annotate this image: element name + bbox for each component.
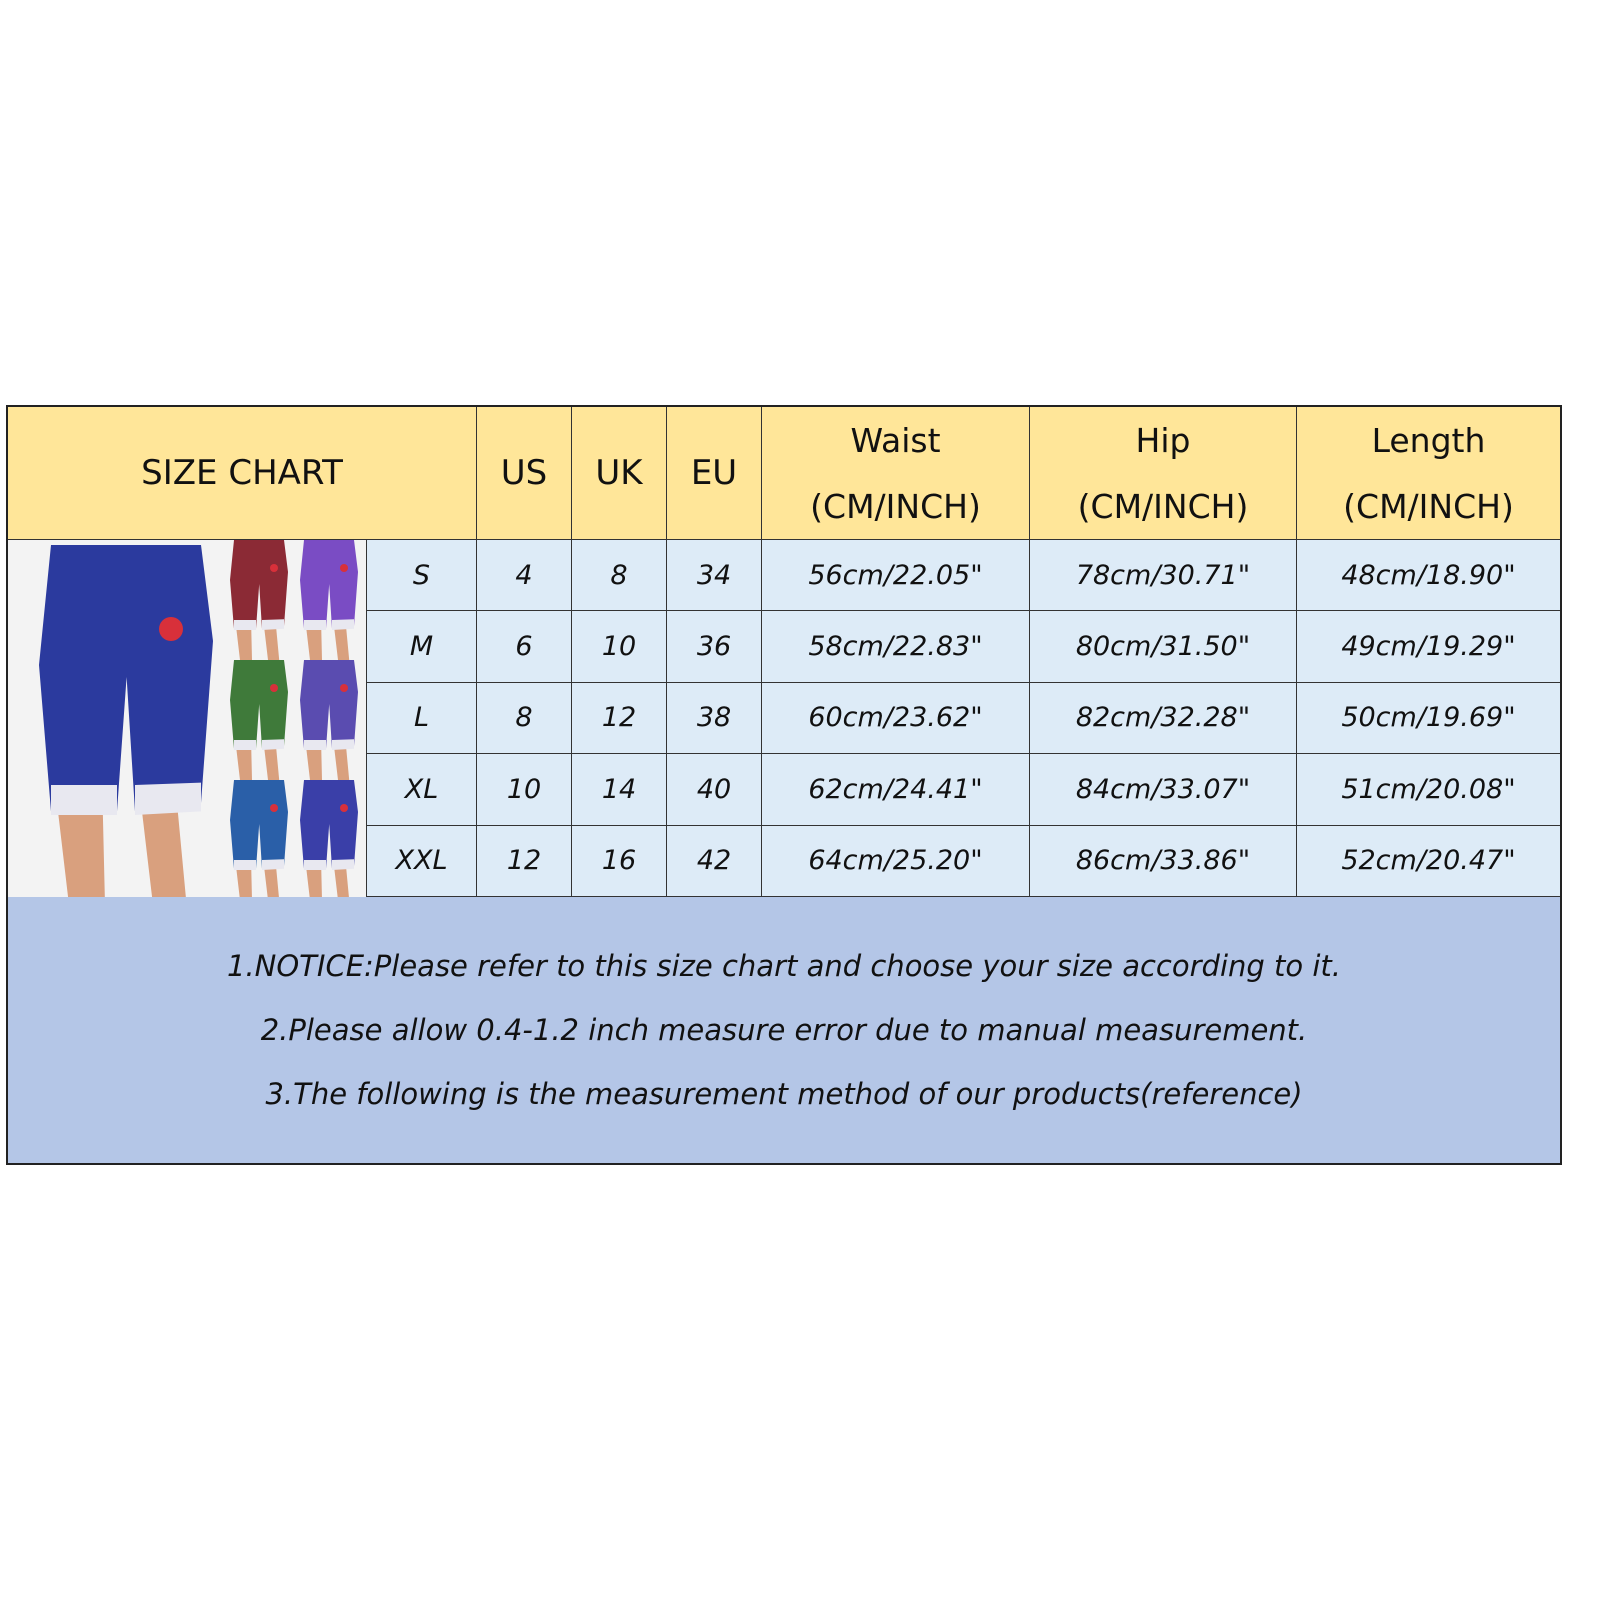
cell-length: 50cm/19.69" — [1297, 682, 1560, 755]
header-waist-unit: (CM/INCH) — [810, 486, 981, 526]
cell-eu: 34 — [667, 540, 762, 612]
cell-hip: 84cm/33.07" — [1030, 754, 1297, 826]
shorts-variant-green — [230, 660, 288, 780]
shorts-variant-navy — [300, 780, 358, 897]
header-us: US — [477, 407, 572, 540]
header-eu: EU — [667, 407, 762, 540]
cell-size: XL — [367, 754, 477, 826]
header-uk: UK — [572, 407, 667, 540]
cell-uk: 16 — [572, 825, 667, 897]
cell-eu: 42 — [667, 825, 762, 897]
cell-uk: 14 — [572, 754, 667, 826]
cell-waist: 62cm/24.41" — [762, 754, 1030, 826]
cell-waist: 60cm/23.62" — [762, 682, 1030, 755]
cell-hip: 78cm/30.71" — [1030, 540, 1297, 612]
cell-length: 51cm/20.08" — [1297, 754, 1560, 826]
cell-us: 10 — [477, 754, 572, 826]
cell-eu: 38 — [667, 682, 762, 755]
header-length-label: Length — [1371, 420, 1486, 460]
header-waist: Waist (CM/INCH) — [762, 407, 1030, 540]
cell-size: S — [367, 540, 477, 612]
cell-hip: 80cm/31.50" — [1030, 611, 1297, 683]
shorts-variant-red — [230, 540, 288, 660]
header-hip-label: Hip — [1135, 420, 1191, 460]
header-waist-label: Waist — [850, 420, 941, 460]
cell-length: 48cm/18.90" — [1297, 540, 1560, 612]
cell-length: 52cm/20.47" — [1297, 825, 1560, 897]
header-hip: Hip (CM/INCH) — [1030, 407, 1297, 540]
cell-waist: 56cm/22.05" — [762, 540, 1030, 612]
cell-hip: 82cm/32.28" — [1030, 682, 1297, 755]
shorts-variant-violet — [300, 660, 358, 780]
size-chart-table: SIZE CHART US UK EU Waist (CM/INCH) Hip … — [6, 405, 1562, 1165]
cell-eu: 36 — [667, 611, 762, 683]
header-hip-unit: (CM/INCH) — [1077, 486, 1249, 526]
cell-uk: 8 — [572, 540, 667, 612]
cell-length: 49cm/19.29" — [1297, 611, 1560, 683]
product-photo — [8, 540, 367, 897]
cell-waist: 58cm/22.83" — [762, 611, 1030, 683]
size-chart-title: SIZE CHART — [8, 407, 477, 540]
cell-eu: 40 — [667, 754, 762, 826]
cell-hip: 86cm/33.86" — [1030, 825, 1297, 897]
header-length-unit: (CM/INCH) — [1343, 486, 1514, 526]
notice-line-2: 2.Please allow 0.4-1.2 inch measure erro… — [260, 1013, 1308, 1047]
notice-line-1: 1.NOTICE:Please refer to this size chart… — [226, 949, 1341, 983]
shorts-variant-blue — [230, 780, 288, 897]
product-shorts-image — [39, 540, 358, 897]
shorts-main-blue — [39, 545, 213, 897]
cell-uk: 10 — [572, 611, 667, 683]
shorts-variant-purple — [300, 540, 358, 660]
cell-us: 12 — [477, 825, 572, 897]
cell-size: L — [367, 682, 477, 755]
cell-us: 8 — [477, 682, 572, 755]
notice-box: 1.NOTICE:Please refer to this size chart… — [8, 897, 1560, 1163]
cell-us: 6 — [477, 611, 572, 683]
notice-line-3: 3.The following is the measurement metho… — [265, 1077, 1303, 1111]
header-length: Length (CM/INCH) — [1297, 407, 1560, 540]
cell-size: XXL — [367, 825, 477, 897]
cell-uk: 12 — [572, 682, 667, 755]
cell-size: M — [367, 611, 477, 683]
cell-waist: 64cm/25.20" — [762, 825, 1030, 897]
cell-us: 4 — [477, 540, 572, 612]
